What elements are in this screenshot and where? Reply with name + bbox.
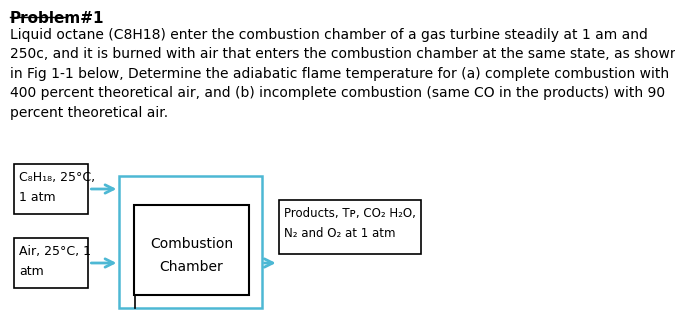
Text: N₂ and O₂ at 1 atm: N₂ and O₂ at 1 atm	[284, 227, 396, 240]
Bar	[119, 176, 262, 308]
Text: Problem#1: Problem#1	[10, 11, 105, 26]
Text: 1 atm: 1 atm	[20, 191, 56, 204]
Text: Chamber: Chamber	[160, 260, 223, 274]
Text: Air, 25°C, 1: Air, 25°C, 1	[20, 245, 91, 258]
Text: Combustion: Combustion	[150, 237, 233, 251]
Bar	[14, 238, 88, 288]
Bar	[134, 205, 249, 295]
Text: Liquid octane (C8H18) enter the combustion chamber of a gas turbine steadily at : Liquid octane (C8H18) enter the combusti…	[10, 28, 675, 120]
Text: C₈H₁₈, 25°C,: C₈H₁₈, 25°C,	[20, 171, 95, 184]
Text: Products, Tᴘ, CO₂ H₂O,: Products, Tᴘ, CO₂ H₂O,	[284, 207, 416, 220]
Text: atm: atm	[20, 265, 44, 278]
Bar	[279, 200, 421, 254]
Bar	[14, 164, 88, 214]
